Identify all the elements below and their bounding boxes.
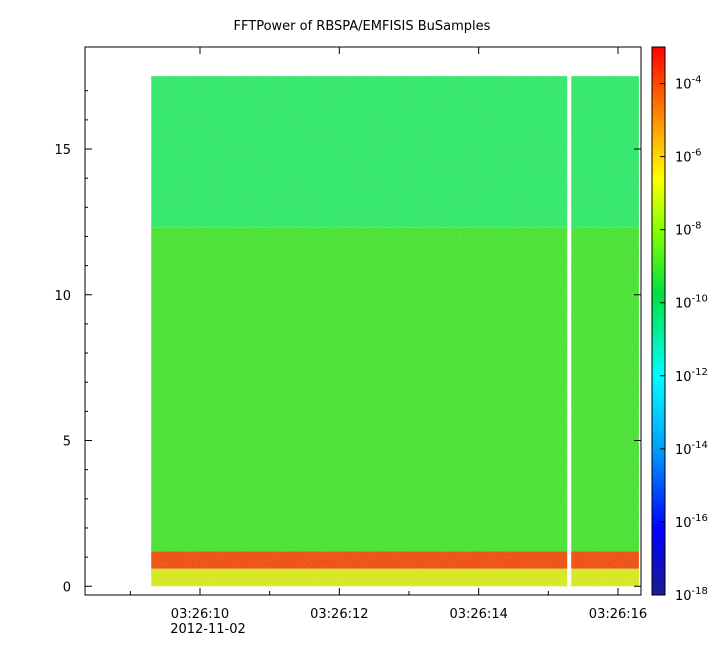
colorbar-tick-label: 10-4 (675, 75, 702, 93)
x-axis: 03:26:10 03:26:12 03:26:14 03:26:16 (129, 47, 647, 622)
y-tick-label: 0 (63, 580, 71, 595)
x-tick-label: 03:26:12 (310, 607, 368, 622)
y-axis: 0 5 10 15 (54, 90, 641, 595)
colorbar-gradient (651, 46, 666, 596)
colorbar-tick-label: 10-12 (675, 367, 708, 385)
x-tick-label: 03:26:14 (449, 607, 507, 622)
colorbar: 10-4 10-6 10-8 10-10 10-12 10-14 10-16 10-18 (651, 46, 708, 604)
chart-title: FFTPower of RBSPA/EMFISIS BuSamples (234, 19, 491, 34)
x-date-label: 2012-11-02 (170, 622, 246, 637)
colorbar-tick-label: 10-18 (675, 586, 708, 604)
plot-frame (84, 46, 642, 596)
y-tick-label: 5 (63, 435, 71, 450)
spectrogram-texture (151, 76, 639, 587)
colorbar-tick-label: 10-10 (675, 294, 708, 312)
x-tick-label: 03:26:16 (589, 607, 647, 622)
y-tick-label: 15 (54, 143, 71, 158)
x-tick-label: 03:26:10 (171, 607, 229, 622)
plot-area (151, 76, 639, 587)
y-tick-label: 10 (54, 289, 71, 304)
colorbar-tick-label: 10-8 (675, 221, 702, 239)
colorbar-tick-label: 10-6 (675, 148, 702, 166)
data-gap (567, 76, 572, 587)
colorbar-tick-label: 10-16 (675, 513, 708, 531)
colorbar-tick-label: 10-14 (675, 440, 708, 458)
